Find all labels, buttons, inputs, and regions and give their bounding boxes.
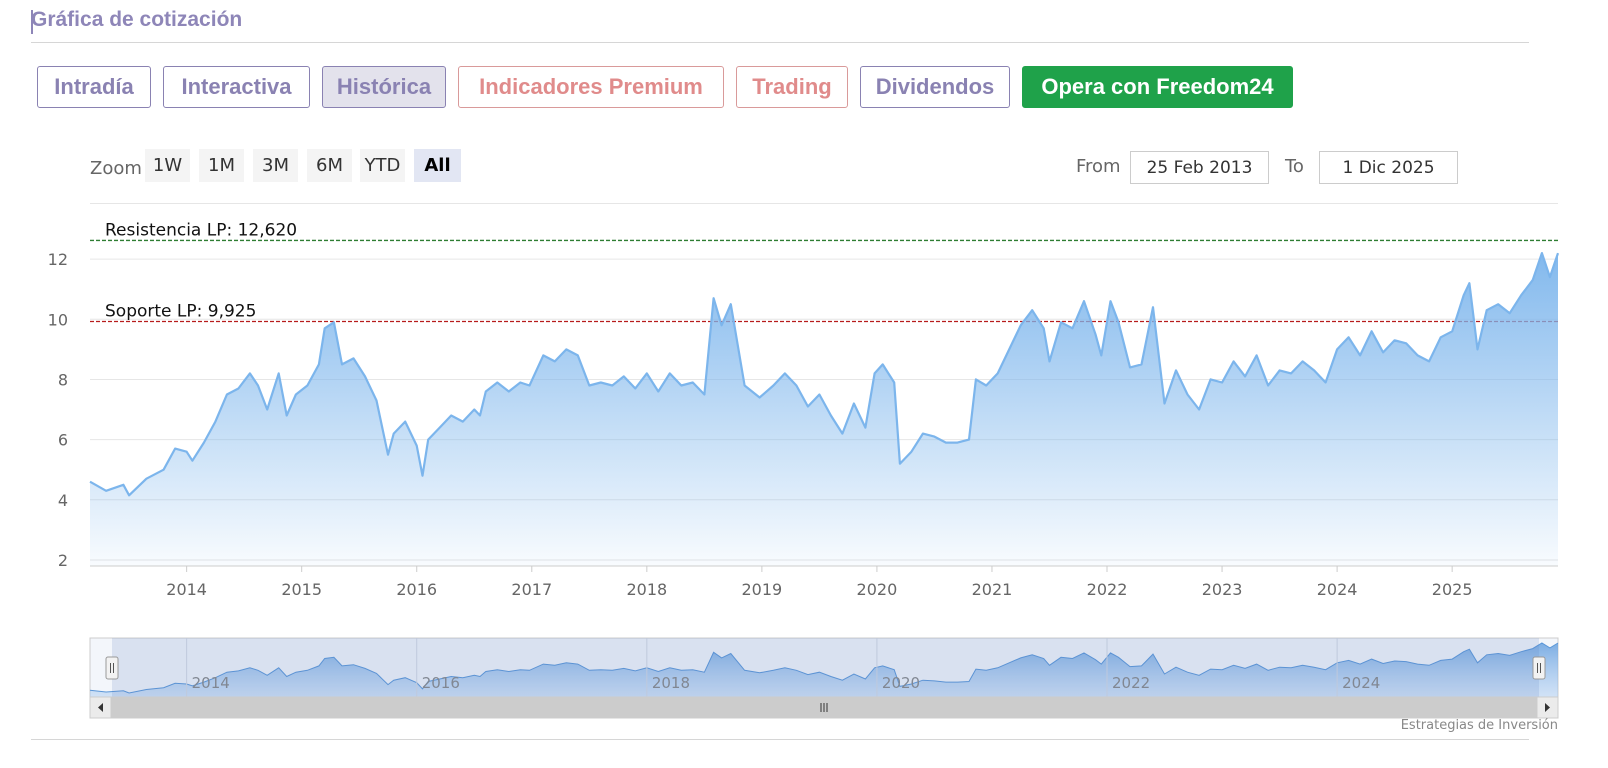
navigator[interactable]: 2014 2016 2018 2020 2022 2024 — [89, 637, 1559, 719]
scroll-left-arrow-icon — [98, 703, 103, 712]
x-tick-label: 2025 — [1432, 580, 1473, 599]
x-tick-label: 2024 — [1317, 580, 1358, 599]
navigator-tick-label: 2018 — [652, 674, 690, 692]
y-tick-label: 4 — [58, 491, 68, 510]
freedom24-button[interactable]: Opera con Freedom24 — [1022, 66, 1293, 108]
x-tick-label: 2018 — [626, 580, 667, 599]
tab-interactiva[interactable]: Interactiva — [163, 66, 310, 108]
y-tick-label: 12 — [48, 250, 68, 269]
tab-intradia[interactable]: Intradía — [37, 66, 151, 108]
reference-line-label: Soporte LP: 9,925 — [105, 302, 256, 322]
zoom-label: Zoom — [90, 158, 142, 179]
y-tick-label: 10 — [48, 310, 68, 329]
reference-lines: Resistencia LP: 12,620 Soporte LP: 9,925 — [90, 220, 1558, 323]
tab-trading[interactable]: Trading — [736, 66, 848, 108]
to-date-input[interactable]: 1 Dic 2025 — [1319, 151, 1458, 184]
axes: 2 4 6 8 10 12 2014 2015 2016 2017 2018 2019 2020 2021… — [48, 250, 1558, 599]
navigator-handle-left — [105, 656, 119, 680]
x-tick-label: 2015 — [281, 580, 322, 599]
navigator-tick-label: 2024 — [1342, 674, 1380, 692]
x-tick-label: 2017 — [511, 580, 552, 599]
x-tick-label: 2016 — [396, 580, 437, 599]
controls-divider — [90, 203, 1558, 204]
y-tick-label: 8 — [58, 370, 68, 389]
zoom-1m-button[interactable]: 1M — [199, 149, 244, 182]
navigator-handle-right — [1532, 656, 1546, 680]
tab-historica[interactable]: Histórica — [322, 66, 446, 108]
tab-dividendos[interactable]: Dividendos — [860, 66, 1010, 108]
scroll-right-arrow-icon — [1545, 703, 1550, 712]
navigator-line — [89, 642, 1559, 694]
navigator-tick-label: 2020 — [882, 674, 920, 692]
zoom-all-button[interactable]: All — [414, 149, 461, 182]
zoom-3m-button[interactable]: 3M — [253, 149, 298, 182]
navigator-selection — [112, 638, 1539, 697]
bottom-divider — [31, 739, 1529, 740]
navigator-tick-label: 2016 — [422, 674, 460, 692]
credit-text: Estrategias de Inversión — [1400, 718, 1558, 733]
zoom-1w-button[interactable]: 1W — [145, 149, 190, 182]
page-title: Gráfica de cotización — [31, 8, 243, 31]
x-tick-label: 2019 — [742, 580, 783, 599]
navigator-area — [90, 643, 1558, 697]
from-label: From — [1076, 156, 1121, 177]
y-tick-label: 2 — [58, 551, 68, 570]
to-label: To — [1285, 156, 1304, 177]
y-tick-label: 6 — [58, 431, 68, 450]
title-divider — [31, 42, 1529, 43]
title-caret — [31, 10, 33, 34]
zoom-6m-button[interactable]: 6M — [307, 149, 352, 182]
x-tick-label: 2021 — [972, 580, 1013, 599]
zoom-ytd-button[interactable]: YTD — [360, 149, 405, 182]
x-tick-label: 2020 — [857, 580, 898, 599]
navigator-tick-label: 2014 — [192, 674, 230, 692]
from-date-input[interactable]: 25 Feb 2013 — [1130, 151, 1269, 184]
x-tick-label: 2014 — [166, 580, 207, 599]
series-area — [89, 252, 1560, 566]
series-line — [89, 252, 1560, 497]
x-tick-label: 2022 — [1087, 580, 1128, 599]
reference-line-label: Resistencia LP: 12,620 — [105, 220, 297, 240]
tab-indicadores-premium[interactable]: Indicadores Premium — [458, 66, 724, 108]
x-tick-label: 2023 — [1202, 580, 1243, 599]
series-area-fill — [90, 253, 1558, 566]
navigator-tick-label: 2022 — [1112, 674, 1150, 692]
